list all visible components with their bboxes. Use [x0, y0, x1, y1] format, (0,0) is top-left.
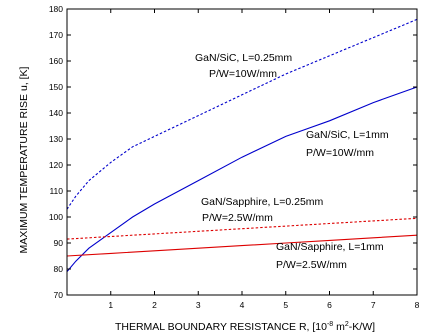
series-label-sic-1-line1: GaN/SiC, L=1mm [306, 129, 389, 141]
x-axis-label-end: -K/W] [349, 321, 375, 333]
series-label-sic-025-line2: P/W=10W/mm [209, 68, 277, 80]
series-line-sic-025 [66, 18, 418, 210]
x-axis-label-exp1: -8 [327, 321, 333, 328]
x-tick-label-6: 6 [327, 300, 332, 310]
y-tick-label-110: 110 [49, 186, 63, 196]
y-tick-label-150: 150 [49, 82, 63, 92]
y-tick-label-160: 160 [49, 56, 63, 66]
x-tick-label-2: 2 [152, 300, 157, 310]
x-tick-label-3: 3 [196, 300, 201, 310]
x-tick-label-4: 4 [240, 300, 245, 310]
series-label-sapphire-025-line2: P/W=2.5W/mm [202, 212, 273, 224]
x-tick-label-7: 7 [371, 300, 376, 310]
series-label-sic-025-line1: GaN/SiC, L=0.25mm [195, 52, 292, 64]
series-label-sic-1-line2: P/W=10W/mm [306, 147, 374, 159]
x-axis-label: THERMAL BOUNDARY RESISTANCE R, [10-8 m2-… [115, 321, 375, 333]
series-label-sapphire-1-line1: GaN/Sapphire, L=1mm [276, 241, 384, 253]
x-axis-label-main: THERMAL BOUNDARY RESISTANCE R, [10 [115, 321, 327, 333]
y-tick-label-80: 80 [54, 264, 64, 274]
y-tick-label-100: 100 [49, 212, 63, 222]
y-axis-label: MAXIMUM TEMPERATURE RISE u, [K] [18, 66, 30, 253]
series-line-sapphire-1 [66, 234, 418, 257]
series-label-sapphire-1-line2: P/W=2.5W/mm [276, 259, 347, 271]
y-tick-label-170: 170 [49, 30, 63, 40]
y-tick-label-70: 70 [54, 290, 64, 300]
ticks: 70 80 90 100 110 120 130 140 150 160 170 180 1 2 3 4 5 6 7… [49, 4, 420, 310]
series-label-sapphire-025-line1: GaN/Sapphire, L=0.25mm [201, 196, 324, 208]
x-tick-label-5: 5 [283, 300, 288, 310]
y-tick-label-140: 140 [49, 108, 63, 118]
x-tick-label-1: 1 [108, 300, 113, 310]
y-tick-label-180: 180 [49, 4, 63, 14]
x-axis-label-mid: m [333, 321, 345, 333]
y-tick-label-130: 130 [49, 134, 63, 144]
series-line-sic-1 [66, 86, 418, 272]
x-tick-label-8: 8 [415, 300, 420, 310]
y-tick-label-90: 90 [54, 238, 64, 248]
annotations: GaN/SiC, L=0.25mm P/W=10W/mm GaN/SiC, L=… [195, 52, 389, 271]
x-axis-label-exp2: 2 [345, 321, 349, 328]
y-tick-label-120: 120 [49, 160, 63, 170]
